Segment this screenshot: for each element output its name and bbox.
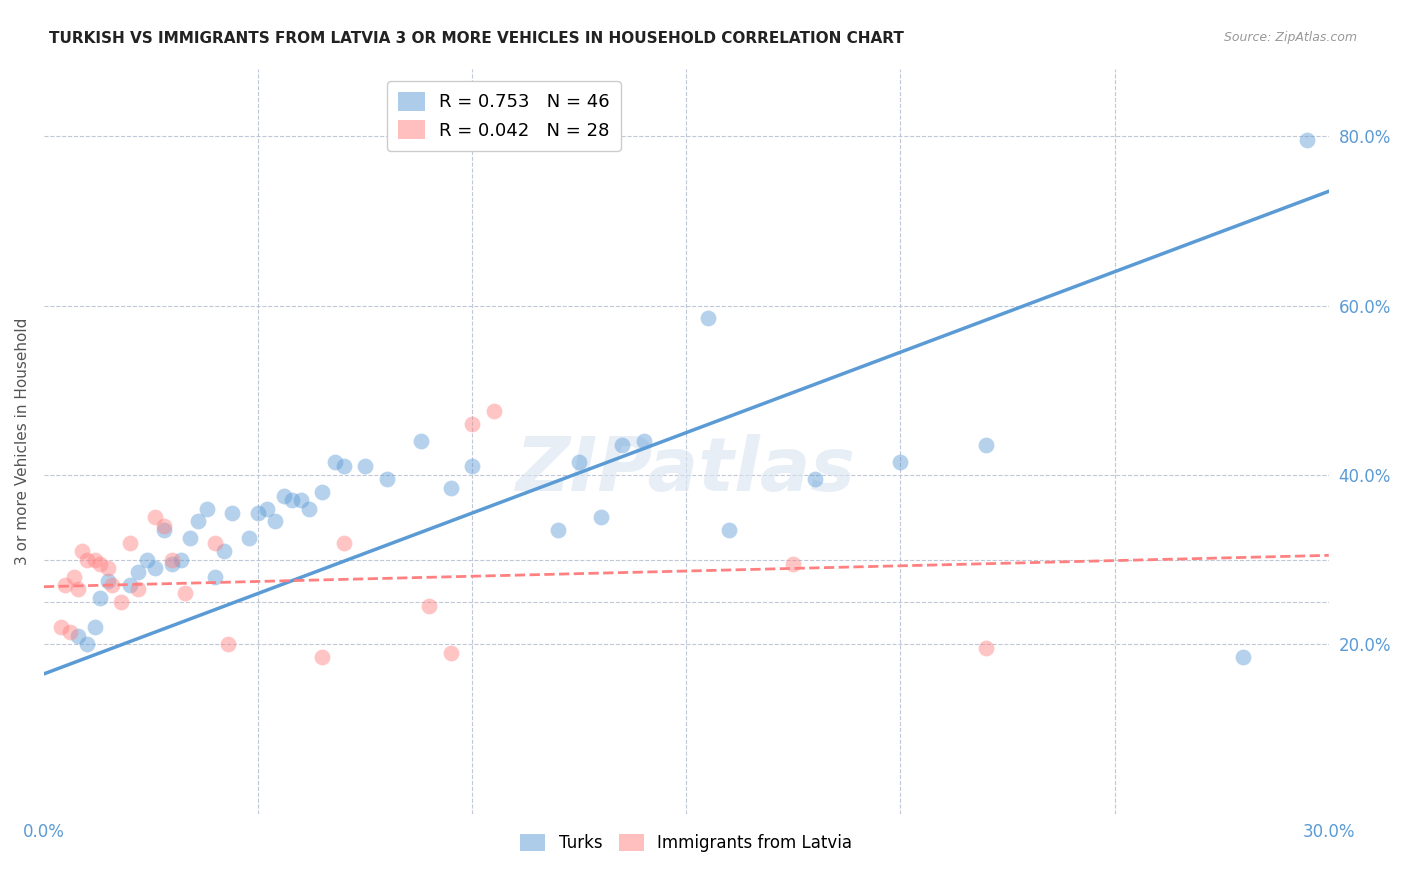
Point: [482, 404, 505, 418]
Point: [782, 557, 804, 571]
Point: [633, 434, 655, 448]
Point: [461, 459, 484, 474]
Point: [461, 417, 484, 431]
Point: [84, 552, 107, 566]
Point: [76, 552, 98, 566]
Text: TURKISH VS IMMIGRANTS FROM LATVIA 3 OR MORE VEHICLES IN HOUSEHOLD CORRELATION CH: TURKISH VS IMMIGRANTS FROM LATVIA 3 OR M…: [49, 31, 904, 46]
Point: [195, 501, 218, 516]
Text: ZIPatlas: ZIPatlas: [516, 434, 856, 508]
Point: [127, 566, 149, 580]
Point: [974, 438, 997, 452]
Point: [187, 515, 209, 529]
Point: [162, 552, 184, 566]
Point: [118, 578, 141, 592]
Point: [354, 459, 377, 474]
Point: [67, 629, 90, 643]
Point: [143, 561, 166, 575]
Point: [375, 472, 398, 486]
Point: [97, 574, 120, 588]
Point: [153, 518, 176, 533]
Point: [440, 481, 463, 495]
Point: [264, 515, 287, 529]
Point: [418, 599, 440, 614]
Point: [332, 535, 354, 549]
Point: [298, 501, 321, 516]
Point: [247, 506, 270, 520]
Point: [76, 637, 98, 651]
Point: [589, 510, 612, 524]
Point: [143, 510, 166, 524]
Point: [89, 557, 111, 571]
Point: [273, 489, 295, 503]
Point: [49, 620, 72, 634]
Point: [311, 484, 333, 499]
Point: [72, 544, 94, 558]
Point: [84, 620, 107, 634]
Point: [204, 569, 226, 583]
Point: [238, 532, 260, 546]
Point: [67, 582, 90, 597]
Y-axis label: 3 or more Vehicles in Household: 3 or more Vehicles in Household: [15, 318, 30, 565]
Point: [101, 578, 124, 592]
Point: [179, 532, 201, 546]
Point: [174, 586, 197, 600]
Text: Source: ZipAtlas.com: Source: ZipAtlas.com: [1223, 31, 1357, 45]
Point: [153, 523, 176, 537]
Point: [889, 455, 911, 469]
Point: [440, 646, 463, 660]
Point: [547, 523, 569, 537]
Point: [332, 459, 354, 474]
Point: [718, 523, 741, 537]
Point: [89, 591, 111, 605]
Point: [204, 535, 226, 549]
Point: [170, 552, 193, 566]
Point: [63, 569, 86, 583]
Point: [256, 501, 278, 516]
Point: [568, 455, 591, 469]
Legend: R = 0.753   N = 46, R = 0.042   N = 28: R = 0.753 N = 46, R = 0.042 N = 28: [387, 81, 621, 151]
Point: [53, 578, 76, 592]
Point: [974, 641, 997, 656]
Point: [217, 637, 239, 651]
Point: [135, 552, 157, 566]
Point: [58, 624, 80, 639]
Point: [409, 434, 432, 448]
Point: [162, 557, 184, 571]
Point: [290, 493, 312, 508]
Point: [610, 438, 633, 452]
Point: [696, 311, 718, 326]
Point: [1232, 650, 1254, 665]
Point: [804, 472, 827, 486]
Point: [311, 650, 333, 665]
Point: [212, 544, 235, 558]
Point: [97, 561, 120, 575]
Point: [323, 455, 346, 469]
Point: [127, 582, 149, 597]
Point: [1296, 133, 1319, 147]
Point: [110, 595, 132, 609]
Point: [221, 506, 243, 520]
Point: [118, 535, 141, 549]
Point: [281, 493, 304, 508]
